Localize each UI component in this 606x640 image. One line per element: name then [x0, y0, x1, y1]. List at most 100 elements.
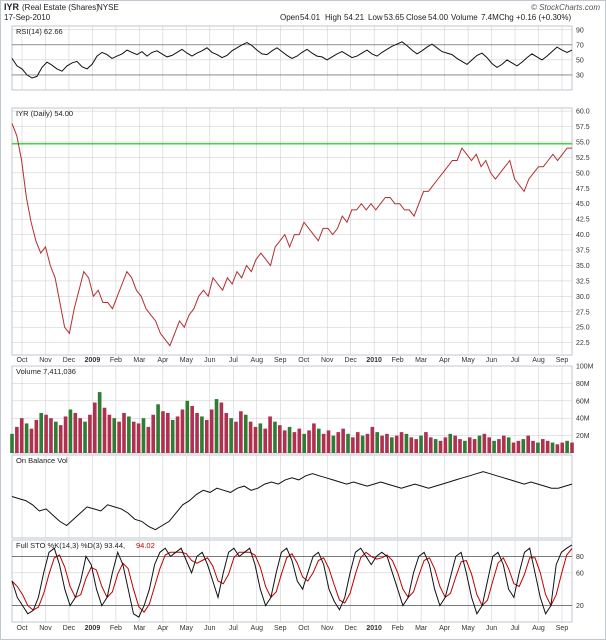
x-tick-label: May [461, 625, 475, 632]
volume-bar [526, 435, 530, 453]
x-tick-label: Oct [17, 357, 28, 364]
volume-bar [331, 435, 336, 453]
indicator-line [11, 471, 573, 531]
y-tick-label: 60.0 [576, 109, 590, 116]
panel-0: 90 70 50 30 RSI(14) 62.66 [11, 25, 584, 91]
volume-bar [336, 432, 341, 453]
y-tick-label: 70 [576, 42, 584, 49]
x-tick-label: Apr [439, 357, 451, 364]
watermark: © StockCharts.com [531, 3, 600, 12]
symbol-name: (Real Estate (Shares) [22, 3, 99, 12]
panel-4: 80 60 20 Full STO %K(14,3) %D(3) 93.44, 94.0… [11, 539, 584, 623]
volume-bar [506, 437, 511, 453]
volume-bar [531, 440, 535, 453]
panel-title: IYR (Daily) 54.00 [16, 109, 73, 118]
volume-bar [107, 414, 112, 453]
volume-bar [312, 423, 316, 453]
y-tick-label: 22.5 [576, 340, 590, 347]
volume-bar [239, 411, 243, 453]
y-tick-label: 60 [576, 570, 584, 577]
volume-bar [453, 435, 457, 453]
volume-bar [565, 440, 569, 453]
volume-bar [268, 416, 272, 453]
volume-bar [15, 426, 19, 453]
x-tick-label: Apr [157, 357, 169, 364]
volume-bar [297, 428, 302, 453]
sto-k-line [11, 544, 573, 618]
volume-bar [365, 433, 370, 453]
volume-bar [341, 428, 345, 453]
volume-bar [278, 425, 282, 453]
volume-bar [131, 421, 136, 453]
y-tick-label: 50 [576, 57, 584, 64]
volume-bar [273, 421, 277, 453]
volume-bar [190, 406, 194, 453]
chg-label: Chg [499, 13, 514, 22]
x-tick-label: Sep [556, 357, 569, 364]
y-tick-label: 50.0 [576, 170, 590, 177]
volume-bar [370, 426, 375, 453]
volume-bar [170, 419, 175, 453]
y-tick-label: 80 [576, 554, 584, 561]
x-tick-label: Jul [511, 357, 520, 364]
x-tick-label: Apr [157, 625, 169, 632]
panels: 90 70 50 30 RSI(14) 62.66 60.0 57.5 55.0 52.5 50.… [10, 25, 594, 632]
x-tick-label: Feb [110, 357, 122, 364]
volume-bar [209, 409, 214, 453]
y-tick-label: 20M [576, 433, 590, 440]
x-tick-label: Oct [298, 357, 309, 364]
volume-bar [44, 414, 48, 453]
volume-bar [282, 430, 287, 453]
y-tick-label: 32.5 [576, 278, 590, 285]
volume-bar [438, 440, 443, 453]
x-tick-label: 2009 [85, 357, 101, 364]
panel-frame [11, 454, 573, 539]
volume-bar [19, 418, 24, 453]
x-tick-label: 2010 [366, 357, 382, 364]
open-value: 54.01 [300, 13, 321, 22]
volume-bar [385, 433, 389, 453]
volume-bar [316, 428, 321, 453]
volume-bar [419, 435, 423, 453]
volume-label: Volume [451, 13, 478, 22]
x-tick-label: Aug [251, 625, 264, 632]
volume-bar [10, 433, 14, 453]
volume-bar [414, 439, 418, 453]
volume-bar [346, 433, 350, 453]
volume-bar [458, 439, 462, 453]
date: 17-Sep-2010 [4, 13, 51, 22]
x-tick-label: Jun [204, 357, 215, 364]
x-tick-label: Mar [133, 625, 146, 632]
panel-title: Volume 7,411,036 [16, 367, 76, 376]
volume-bar [497, 439, 501, 453]
y-tick-label: 37.5 [576, 248, 590, 255]
volume-bar [404, 433, 409, 453]
panel-title: On Balance Vol [16, 456, 68, 465]
volume-bar [102, 407, 107, 453]
volume-bar [224, 412, 229, 453]
volume-bar [180, 409, 185, 453]
volume-bar [112, 418, 117, 453]
y-tick-label: 47.5 [576, 186, 590, 193]
volume-bar [166, 412, 170, 453]
y-tick-label: 35.0 [576, 263, 590, 270]
volume-bar [472, 439, 477, 453]
volume-bar [502, 435, 506, 453]
volume-bar [24, 423, 29, 453]
x-tick-label: Oct [17, 625, 28, 632]
symbol: IYR [4, 2, 20, 12]
x-tick-label: Aug [532, 625, 545, 632]
x-tick-label: Aug [251, 357, 264, 364]
volume-bar [248, 421, 253, 453]
x-tick-label: Mar [415, 357, 428, 364]
volume-bar [390, 437, 394, 453]
volume-bar [477, 435, 482, 453]
volume-bar [204, 419, 209, 453]
volume-bar [448, 433, 453, 453]
x-tick-label: Nov [321, 357, 334, 364]
volume-bar [424, 432, 428, 453]
x-tick-label: Mar [415, 625, 428, 632]
volume-bar [195, 412, 199, 453]
panel-title: RSI(14) 62.66 [16, 27, 63, 36]
x-tick-label: Nov [321, 625, 334, 632]
